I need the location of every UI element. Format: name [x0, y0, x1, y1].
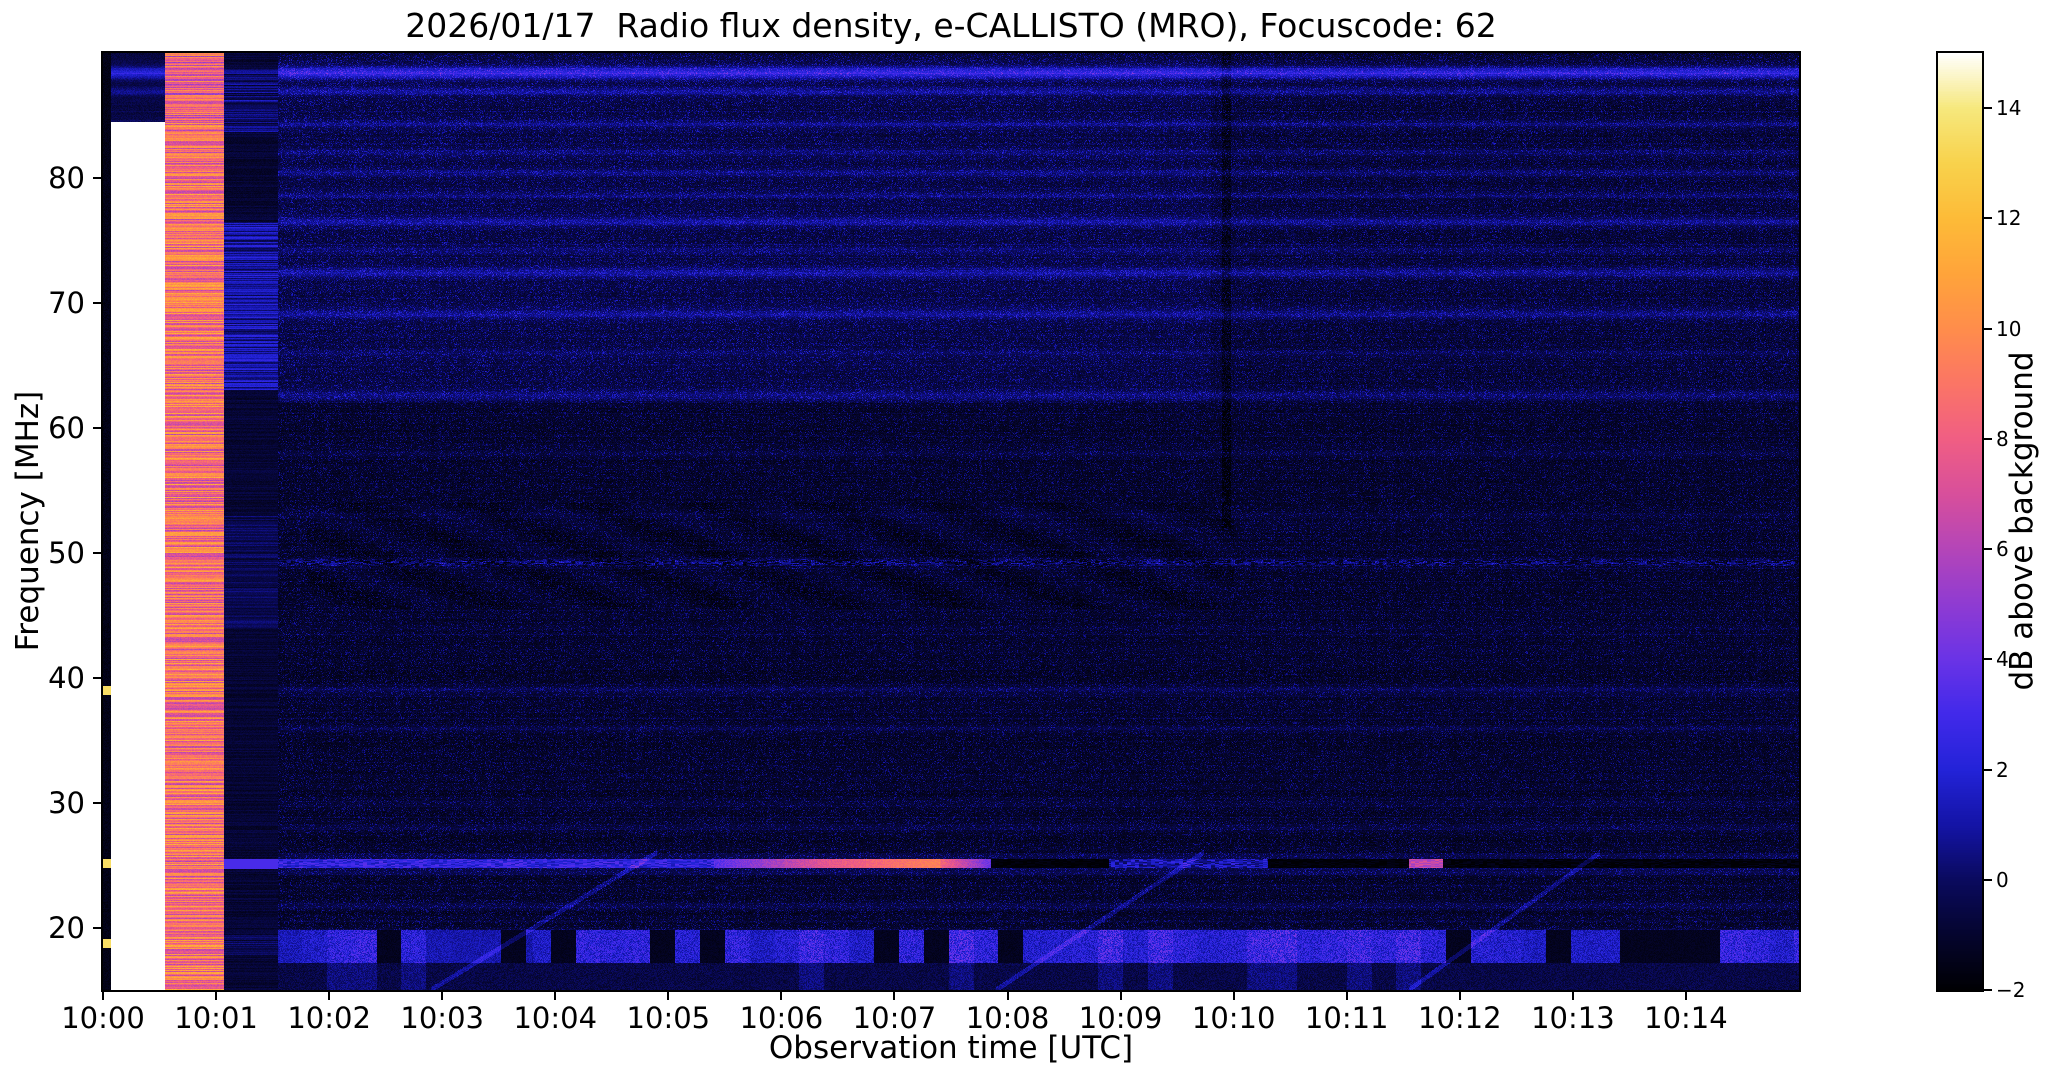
chart-title: 2026/01/17 Radio flux density, e-CALLIST… [405, 6, 1497, 45]
colorbar-tick-label: 10 [1996, 316, 2022, 341]
x-tick-mark [1458, 992, 1461, 1000]
spectrogram-canvas [103, 53, 1799, 990]
colorbar-tick-label: 6 [1996, 537, 2009, 562]
x-tick-mark [1006, 992, 1009, 1000]
x-tick-mark [1684, 992, 1687, 1000]
x-tick-mark [328, 992, 331, 1000]
y-tick-mark [93, 426, 101, 429]
x-tick-label: 10:11 [1304, 1001, 1389, 1035]
x-tick-label: 10:01 [174, 1001, 258, 1035]
colorbar-label: dB above background [2004, 351, 2040, 691]
colorbar-tick-label: 4 [1996, 647, 2009, 672]
x-tick-label: 10:04 [513, 1001, 598, 1035]
x-tick-mark [554, 992, 557, 1000]
colorbar-tick-label: −2 [1996, 978, 2026, 1002]
colorbar-canvas [1938, 53, 1982, 990]
x-tick-mark [1232, 992, 1235, 1000]
y-tick-label: 80 [48, 160, 85, 195]
y-tick-mark [93, 926, 101, 929]
x-axis-label: Observation time [UTC] [768, 1030, 1134, 1066]
colorbar-tick-mark [1984, 989, 1992, 991]
x-tick-label: 10:12 [1418, 1001, 1502, 1035]
x-tick-label: 10:05 [626, 1001, 711, 1035]
colorbar-tick-mark [1984, 548, 1992, 551]
x-tick-mark [1345, 992, 1348, 1000]
y-tick-mark [93, 551, 101, 554]
x-tick-label: 10:07 [852, 1001, 937, 1035]
x-tick-label: 10:03 [400, 1001, 484, 1035]
colorbar-tick-label: 2 [1996, 757, 2009, 782]
x-tick-mark [1119, 992, 1122, 1000]
y-tick-label: 60 [48, 410, 85, 445]
colorbar-tick-label: 8 [1996, 426, 2009, 451]
x-tick-mark [667, 992, 670, 1000]
x-tick-mark [441, 992, 444, 1000]
colorbar-tick-mark [1984, 437, 1992, 440]
y-tick-label: 50 [48, 535, 85, 570]
x-tick-mark [780, 992, 783, 1000]
colorbar-tick-mark [1984, 217, 1992, 220]
x-tick-label: 10:00 [61, 1001, 145, 1035]
x-tick-mark [102, 992, 104, 1000]
y-tick-mark [93, 801, 101, 804]
y-tick-label: 30 [48, 785, 85, 820]
colorbar-tick-label: 12 [1996, 206, 2022, 231]
y-tick-mark [93, 676, 101, 679]
colorbar-tick-mark [1984, 107, 1992, 110]
x-tick-label: 10:06 [739, 1001, 824, 1035]
y-tick-mark [93, 301, 101, 304]
x-tick-mark [893, 992, 896, 1000]
colorbar-tick-mark [1984, 327, 1992, 330]
x-tick-label: 10:10 [1191, 1001, 1276, 1035]
x-tick-label: 10:08 [965, 1001, 1050, 1035]
y-tick-label: 20 [48, 910, 85, 945]
y-tick-mark [93, 176, 101, 179]
x-tick-label: 10:14 [1644, 1001, 1728, 1035]
colorbar-tick-label: 0 [1996, 867, 2009, 892]
x-tick-label: 10:02 [287, 1001, 371, 1035]
colorbar-tick-label: 14 [1996, 96, 2022, 121]
colorbar-tick-mark [1984, 878, 1992, 881]
x-tick-mark [1571, 992, 1574, 1000]
x-tick-label: 10:13 [1531, 1001, 1615, 1035]
x-tick-mark [215, 992, 218, 1000]
colorbar-tick-mark [1984, 658, 1992, 661]
y-tick-label: 70 [48, 285, 85, 320]
colorbar-tick-mark [1984, 768, 1992, 771]
x-tick-label: 10:09 [1078, 1001, 1163, 1035]
y-tick-label: 40 [48, 660, 85, 695]
